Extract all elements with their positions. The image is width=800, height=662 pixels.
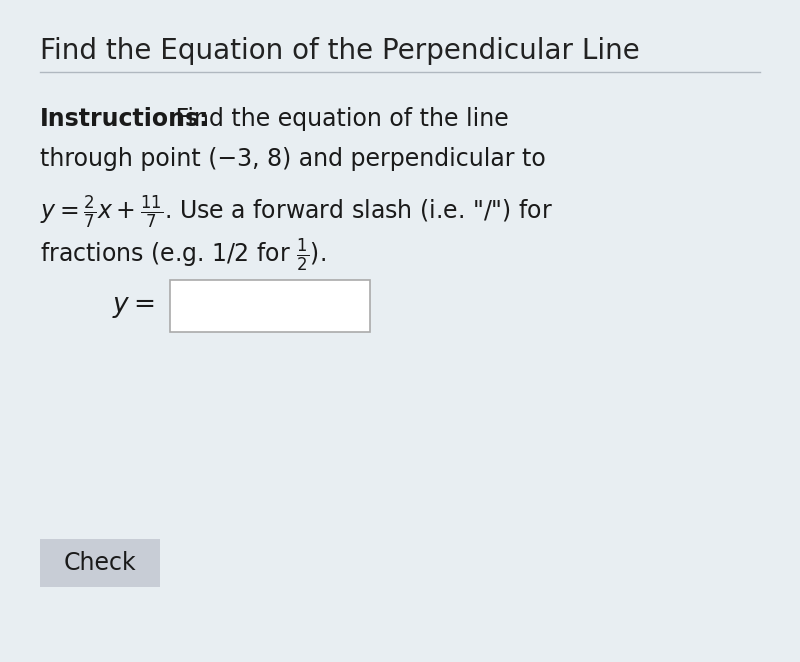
FancyBboxPatch shape	[170, 280, 370, 332]
Text: Find the Equation of the Perpendicular Line: Find the Equation of the Perpendicular L…	[40, 37, 640, 65]
Text: Check: Check	[64, 551, 136, 575]
Text: $y =$: $y =$	[112, 294, 155, 320]
Text: Instructions:: Instructions:	[40, 107, 210, 131]
Text: Find the equation of the line: Find the equation of the line	[168, 107, 509, 131]
Text: fractions (e.g. 1/2 for $\frac{1}{2}$).: fractions (e.g. 1/2 for $\frac{1}{2}$).	[40, 237, 326, 274]
FancyBboxPatch shape	[40, 539, 160, 587]
Text: $y = \frac{2}{7}x + \frac{11}{7}$. Use a forward slash (i.e. "/") for: $y = \frac{2}{7}x + \frac{11}{7}$. Use a…	[40, 194, 553, 232]
Text: through point (−3, 8) and perpendicular to: through point (−3, 8) and perpendicular …	[40, 147, 546, 171]
